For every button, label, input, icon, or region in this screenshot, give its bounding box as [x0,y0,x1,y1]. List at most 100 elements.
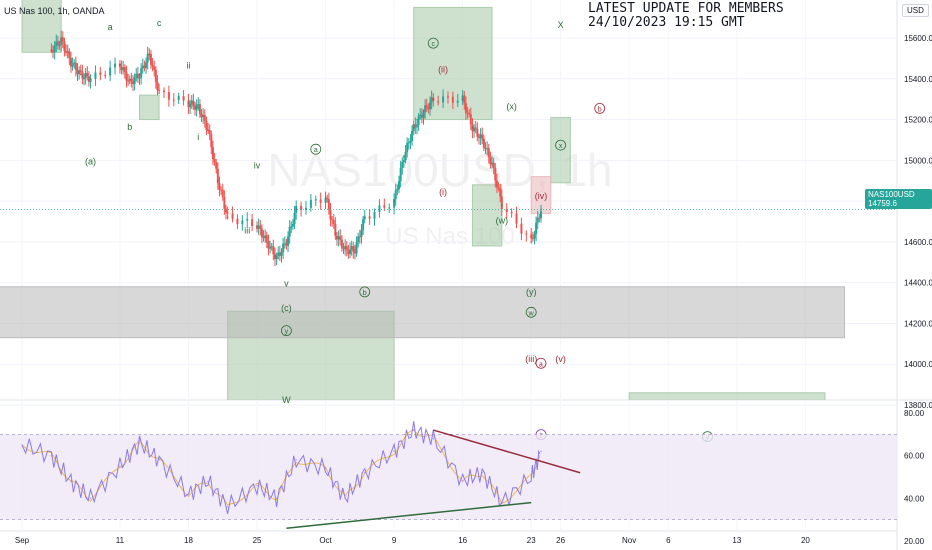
candle-body [411,130,414,142]
candle-body [182,96,185,101]
price-point [491,163,493,166]
candle-body [347,249,350,255]
wave-label: a [108,22,113,32]
rsi-point [207,480,209,483]
wave-label-circle [555,139,566,151]
rsi-point [540,450,542,453]
wave-label: v [284,279,289,289]
candle-body [309,199,312,208]
candle-body [208,130,211,135]
candle-body [71,64,74,67]
candle-body [73,62,76,65]
candle-body [141,65,144,69]
candle-body [525,233,528,235]
candle-body [515,213,518,224]
time-tick-label: 20 [801,536,810,545]
candle-body [335,235,338,240]
candle-body [76,70,79,75]
candle-body [329,209,332,220]
candle-body [401,162,404,168]
candle-body [273,254,276,260]
candle-body [125,71,128,81]
candle-body [402,160,405,163]
candles [0,30,897,267]
candle-body [156,81,159,90]
candle-body [195,104,198,110]
price-point [187,102,190,105]
candle-body [153,66,156,70]
candle-body [494,167,497,181]
candle-body [492,162,495,168]
candle-body [495,180,498,188]
candle-body [473,127,476,132]
price-tick-label: 14600.0 [904,238,932,247]
candle-body [415,125,418,128]
candle-body [499,188,502,197]
price-point [295,208,297,211]
candle-body [56,41,59,46]
price-point [481,139,484,141]
candle-body [482,138,485,148]
rsi-point [461,480,464,483]
price-tick-label: 13800.0 [904,401,932,410]
wave-label: (v) [555,354,566,364]
price-tick-label: 14000.0 [904,360,932,369]
time-tick-label: Nov [622,536,636,545]
candle-body [355,242,358,254]
candle-body [194,106,196,110]
candle-body [342,248,345,250]
candle-body [140,68,143,78]
candle-body [352,246,355,252]
price-point [197,106,200,109]
candle-body [68,51,71,59]
candle-body [251,219,254,227]
green-trendline [286,501,532,529]
currency-badge[interactable]: USD [902,4,929,17]
candle-body [66,51,69,53]
candle-body [446,96,449,98]
candle-body [536,217,539,223]
candle-body [202,115,205,118]
candle-body [373,211,376,219]
wave-label-circle [535,357,547,369]
price-point [285,241,288,243]
wave-label: c [157,18,162,28]
wave-label-circle [359,286,371,298]
wave-label: X [558,20,564,30]
wave-label: iv [254,160,261,170]
candle-body [324,197,327,203]
candle-body [419,114,422,117]
candle-body [226,212,229,214]
candle-body [505,208,508,213]
candle-body [162,90,165,93]
candle-body [146,53,149,63]
gray-zone [0,286,846,339]
time-tick-label: 26 [556,536,565,545]
candle-body [260,228,263,238]
price-point [138,73,141,76]
candle-body [327,199,330,210]
rsi-point [256,484,258,487]
candle-body [350,246,353,250]
rsi-point [158,459,160,461]
candle-body [491,162,494,165]
candle-body [145,62,148,69]
candle-body [53,45,56,53]
price-point [148,53,151,56]
symbol-header[interactable]: US Nas 100, 1h, OANDA [4,6,105,16]
candle-body [89,78,92,83]
candle-body [344,246,347,249]
candle-body [198,104,201,114]
wave-label-circle [310,143,322,155]
candle-body [197,104,200,106]
candle-body [469,114,472,125]
wave-label: b [127,122,132,132]
candle-body [213,159,216,163]
candle-body [83,78,86,80]
candle-body [192,100,195,107]
candle-body [396,188,399,191]
candle-body [424,105,427,113]
wave-label: (iv) [535,191,548,201]
candle-body [158,89,161,91]
